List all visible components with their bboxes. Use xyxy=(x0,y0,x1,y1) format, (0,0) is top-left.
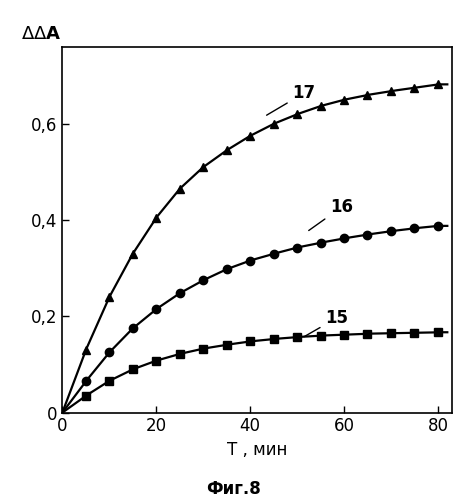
Text: 17: 17 xyxy=(267,84,316,115)
Text: $\Delta\Delta$A: $\Delta\Delta$A xyxy=(21,25,62,43)
Text: 16: 16 xyxy=(309,198,353,231)
X-axis label: T , мин: T , мин xyxy=(227,441,287,459)
Text: Фиг.8: Фиг.8 xyxy=(206,480,261,498)
Text: 15: 15 xyxy=(304,309,348,337)
